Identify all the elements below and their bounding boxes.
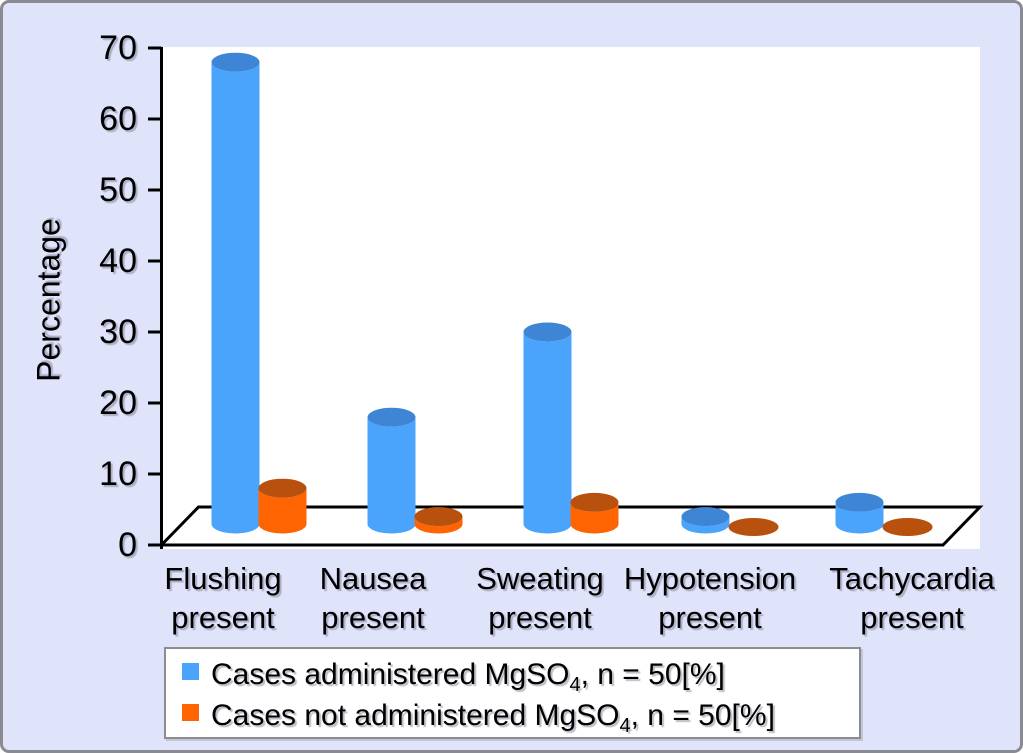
bar-top-not-administered-sweating [570, 492, 619, 512]
plot-area [148, 46, 984, 549]
y-tick-label-70: 70 [99, 29, 137, 67]
bar-top-administered-tachycardia [835, 492, 884, 512]
bar-disc-not-administered-tachycardia [882, 518, 933, 536]
bar-top-administered-hypotension [681, 507, 730, 527]
y-tick-label-0: 0 [118, 526, 137, 564]
legend-item-not-administered: Cases not administered MgSO4, n = 50[%] [166, 698, 859, 736]
bar-top-administered-sweating [523, 322, 572, 342]
legend-label-administered: Cases administered MgSO4, n = 50[%] [211, 658, 725, 696]
legend: Cases administered MgSO4, n = 50[%] Case… [164, 647, 861, 739]
bar-side-administered-hypotension [681, 516, 730, 534]
legend-swatch-not-administered [182, 704, 199, 721]
bar-side-administered-sweating [523, 332, 572, 534]
bar-top-administered-nausea [367, 407, 416, 427]
y-tick-label-50: 50 [99, 171, 137, 209]
bar-side-not-administered-flushing [258, 488, 307, 534]
x-category-label-hypotension: Hypotension present [623, 561, 797, 635]
bar-side-administered-nausea [367, 417, 416, 534]
y-tick-label-30: 30 [99, 313, 137, 351]
legend-label-not-administered: Cases not administered MgSO4, n = 50[%] [211, 699, 775, 737]
legend-item-administered: Cases administered MgSO4, n = 50[%] [166, 657, 859, 695]
bar-side-not-administered-sweating [570, 502, 619, 534]
bar-top-not-administered-flushing [258, 478, 307, 498]
x-category-label-nausea: Nausea present [319, 561, 427, 635]
y-tick-label-10: 10 [99, 455, 137, 493]
bar-top-administered-flushing [211, 52, 260, 72]
bar-side-administered-flushing [211, 62, 260, 534]
bar-top-not-administered-nausea [414, 507, 463, 527]
x-category-label-tachycardia: Tachycardia present [829, 561, 995, 635]
legend-swatch-administered [182, 663, 199, 680]
x-category-label-sweating: Sweating present [476, 561, 604, 635]
bar-side-not-administered-nausea [414, 516, 463, 534]
y-tick-label-60: 60 [99, 100, 137, 138]
bar-side-administered-tachycardia [835, 502, 884, 534]
y-tick-label-40: 40 [99, 242, 137, 280]
y-tick-label-20: 20 [99, 384, 137, 422]
x-category-label-flushing: Flushing present [164, 561, 282, 635]
bar-disc-not-administered-hypotension [728, 518, 779, 536]
